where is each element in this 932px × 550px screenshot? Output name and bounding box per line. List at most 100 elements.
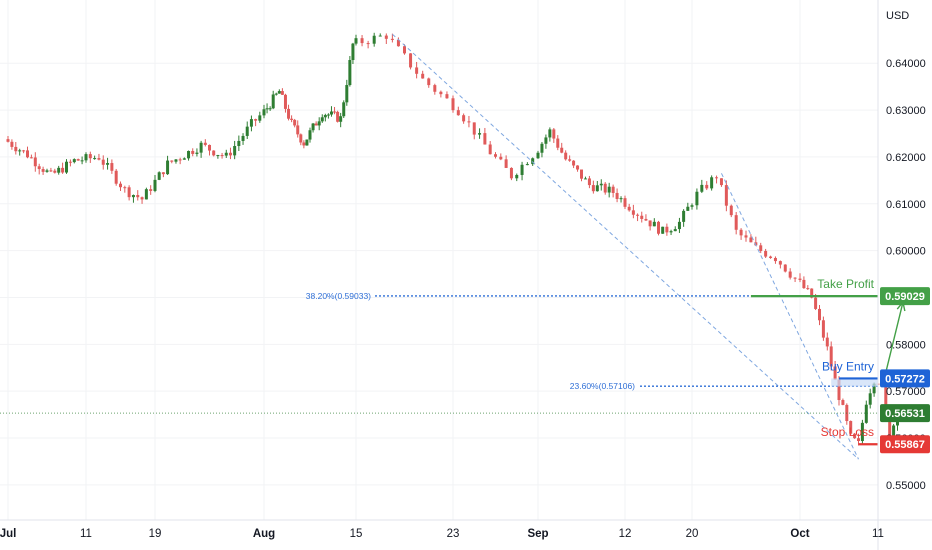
candle-body: [237, 140, 241, 147]
x-tick-label: 11: [80, 528, 92, 540]
candle-body: [45, 170, 49, 172]
candle-body: [849, 421, 853, 434]
candle-body: [729, 205, 733, 216]
candle-body: [864, 404, 868, 423]
candle-body: [682, 210, 686, 222]
fib-trendline: [392, 33, 859, 460]
candle-body: [329, 111, 333, 115]
candle-body: [317, 121, 321, 126]
candle-body: [396, 39, 400, 47]
candle-body: [652, 221, 656, 227]
candle-body: [749, 237, 753, 243]
candle-body: [773, 257, 777, 262]
price-tag-label: 0.55867: [885, 439, 925, 451]
candle-body: [857, 438, 860, 442]
candle-body: [144, 189, 148, 200]
candle-body: [868, 393, 872, 405]
candle-body: [806, 288, 810, 290]
candle-body: [241, 135, 245, 141]
candle-body: [114, 170, 118, 184]
candle-body: [467, 121, 471, 123]
candle-body: [199, 142, 203, 153]
candle-body: [384, 35, 388, 39]
candle-body: [739, 229, 743, 236]
x-tick-label: 19: [149, 528, 162, 540]
candle-body: [354, 38, 358, 44]
price-tag-label: 0.59029: [885, 291, 925, 303]
candle-body: [520, 164, 524, 175]
candle-body: [825, 337, 829, 347]
candle-body: [769, 256, 773, 258]
candle-body: [41, 169, 45, 172]
candle-body: [37, 166, 41, 170]
candle-body: [580, 169, 583, 179]
candle-body: [293, 119, 297, 126]
x-tick-label: Jul: [0, 528, 16, 540]
candle-body: [280, 91, 284, 95]
candle-body: [49, 170, 53, 172]
x-tick-label: 20: [686, 528, 699, 540]
candle-body: [216, 155, 220, 157]
candle-body: [10, 141, 14, 147]
candle-body: [884, 377, 888, 407]
x-axis: Jul 11 19 Aug 15 23 Sep 12 20 Oct 11: [0, 519, 932, 540]
x-tick-label: 11: [872, 528, 884, 540]
candle-body: [22, 150, 26, 152]
candle-body: [360, 38, 364, 44]
candle-body: [127, 187, 131, 198]
candle-body: [136, 195, 140, 198]
y-tick-label: 0.64000: [886, 58, 926, 70]
x-tick-label: 15: [350, 528, 363, 540]
candle-body: [170, 160, 174, 162]
candle-body: [798, 278, 802, 280]
candle-body: [305, 139, 309, 146]
candle-body: [603, 183, 607, 193]
candle-body: [323, 115, 327, 118]
candle-body: [68, 161, 72, 163]
candle-body: [61, 167, 65, 173]
candle-body: [673, 229, 677, 232]
candle-body: [568, 159, 572, 161]
candle-body: [178, 159, 182, 161]
x-tick-label: 12: [619, 528, 632, 540]
y-axis-unit: USD: [886, 10, 909, 22]
candle-body: [560, 147, 564, 153]
candle-body: [793, 277, 797, 279]
fib-level-label: 38.20%(0.59033): [306, 291, 371, 301]
candle-body: [515, 174, 519, 179]
candle-body: [212, 150, 216, 156]
candle-body: [802, 279, 806, 289]
candle-body: [661, 226, 665, 234]
candle-body: [591, 185, 595, 192]
candle-body: [829, 346, 833, 367]
candle-body: [277, 91, 281, 94]
candle-body: [783, 264, 787, 272]
trade-level-name: Stop Loss: [821, 425, 874, 439]
candle-body: [872, 383, 876, 394]
candle-body: [268, 108, 272, 110]
candle-body: [6, 139, 10, 142]
candle-body: [299, 134, 303, 143]
candle-body: [644, 218, 648, 221]
candle-body: [415, 67, 419, 74]
y-tick-label: 0.62000: [886, 152, 926, 164]
y-axis: 0.64000 0.63000 0.62000 0.61000 0.60000 0.590…: [877, 0, 930, 550]
candle-body: [245, 126, 249, 136]
fib-trendline: [721, 173, 859, 460]
candle-body: [378, 35, 382, 37]
candle-body: [599, 183, 603, 186]
trade-level-name: Buy Entry: [822, 359, 874, 373]
candle-body: [627, 206, 631, 211]
candle-body: [636, 214, 640, 216]
candle-body: [262, 109, 266, 116]
candle-body: [249, 119, 253, 127]
candle-body: [76, 159, 80, 161]
candle-body: [531, 158, 535, 165]
candle-body: [504, 159, 508, 168]
candle-body: [140, 197, 144, 200]
candle-body: [837, 379, 841, 401]
candle-body: [615, 192, 619, 199]
x-tick-label: 23: [447, 528, 460, 540]
candle-body: [472, 122, 476, 135]
